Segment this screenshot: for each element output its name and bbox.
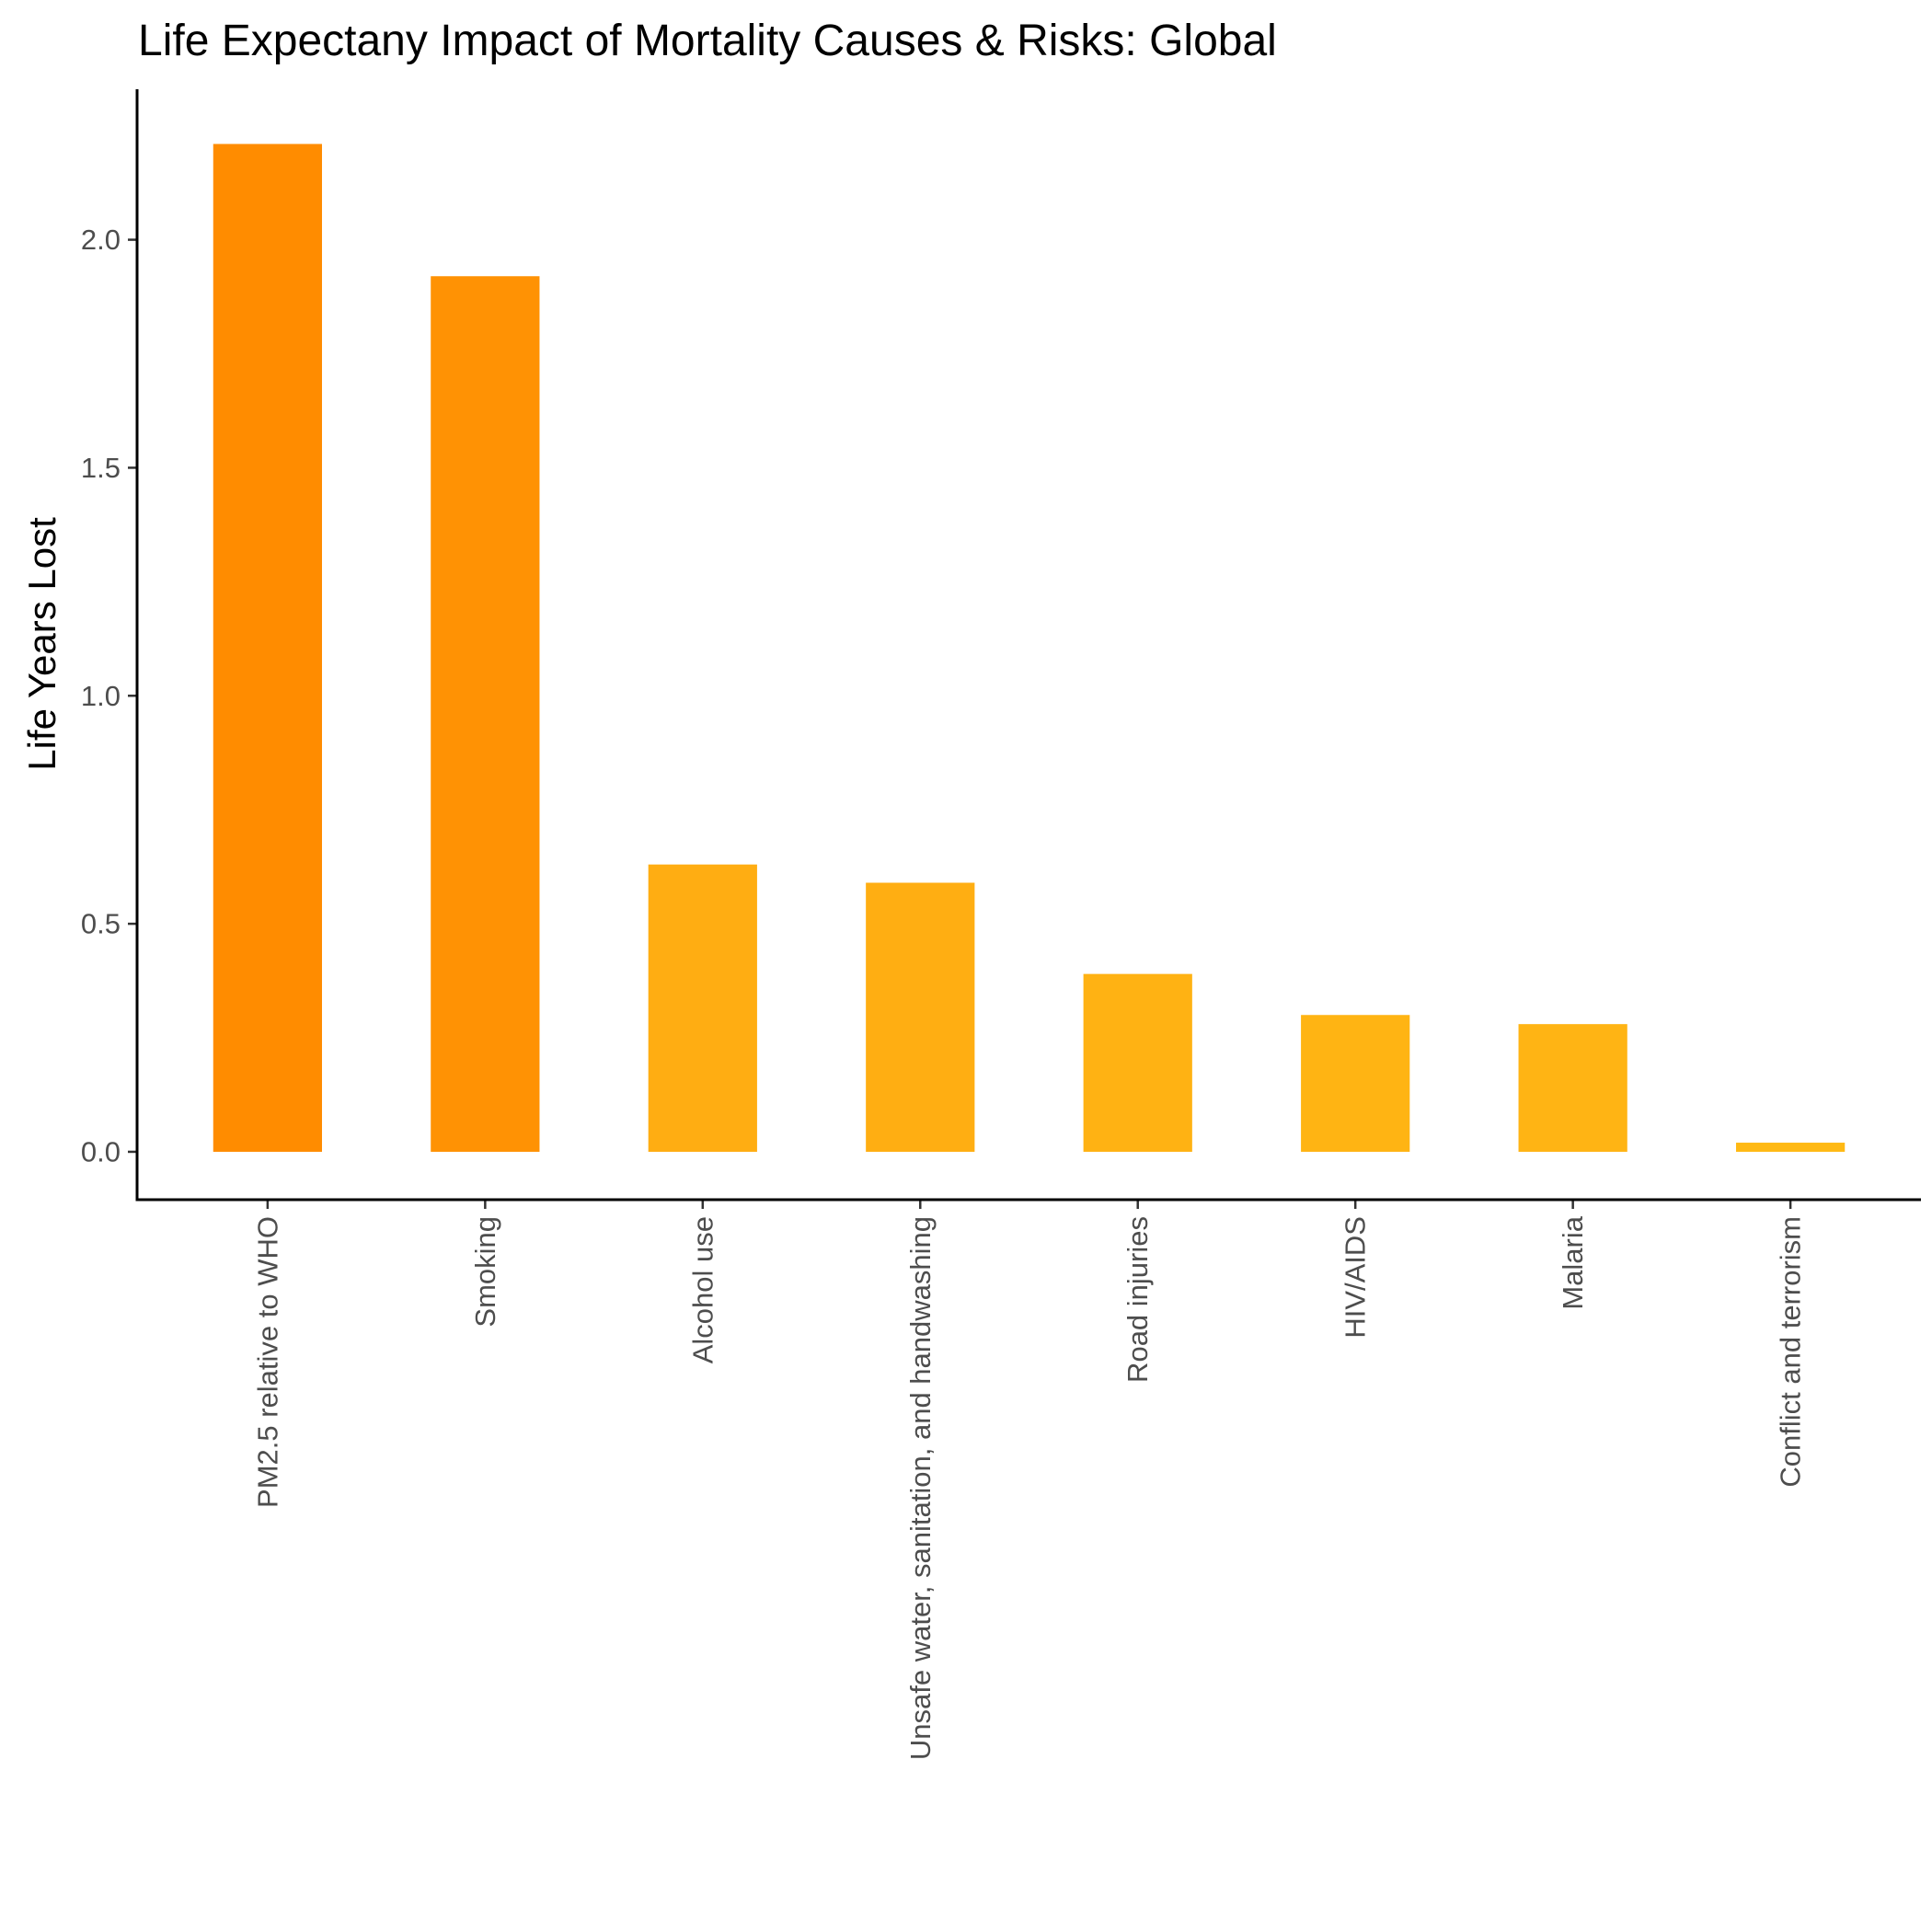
x-tick-label: Road injuries [1121, 1216, 1154, 1383]
y-tick-label: 0.5 [81, 908, 121, 940]
bar [1736, 1143, 1846, 1152]
bar [648, 864, 757, 1152]
chart-title: Life Expectany Impact of Mortality Cause… [138, 17, 1277, 65]
x-tick-label: Smoking [469, 1216, 501, 1328]
bar [1083, 973, 1192, 1152]
x-tick-label: PM2.5 relative to WHO [251, 1216, 283, 1508]
bar [431, 276, 540, 1152]
x-tick-label: Malaria [1557, 1215, 1589, 1309]
x-tick-label: Unsafe water, sanitation, and handwashin… [904, 1216, 937, 1760]
bar [1518, 1024, 1627, 1152]
y-tick-label: 1.0 [81, 680, 121, 712]
y-tick-label: 2.0 [81, 224, 121, 256]
y-tick-label: 1.5 [81, 452, 121, 484]
x-tick-label: HIV/AIDS [1340, 1216, 1372, 1339]
bar [866, 882, 975, 1152]
x-tick-label: Alcohol use [686, 1216, 719, 1363]
y-axis-title: Life Years Lost [20, 517, 63, 771]
y-axis-ticks: 0.0 0.5 1.0 1.5 2.0 [81, 224, 137, 1167]
x-axis-ticks: PM2.5 relative to WHO Smoking Alcohol use U… [251, 1200, 1807, 1760]
x-tick-label: Conflict and terrorism [1775, 1216, 1807, 1488]
y-tick-label: 0.0 [81, 1135, 121, 1167]
bar [213, 144, 322, 1152]
bars-layer [213, 144, 1846, 1152]
bar [1301, 1015, 1410, 1152]
